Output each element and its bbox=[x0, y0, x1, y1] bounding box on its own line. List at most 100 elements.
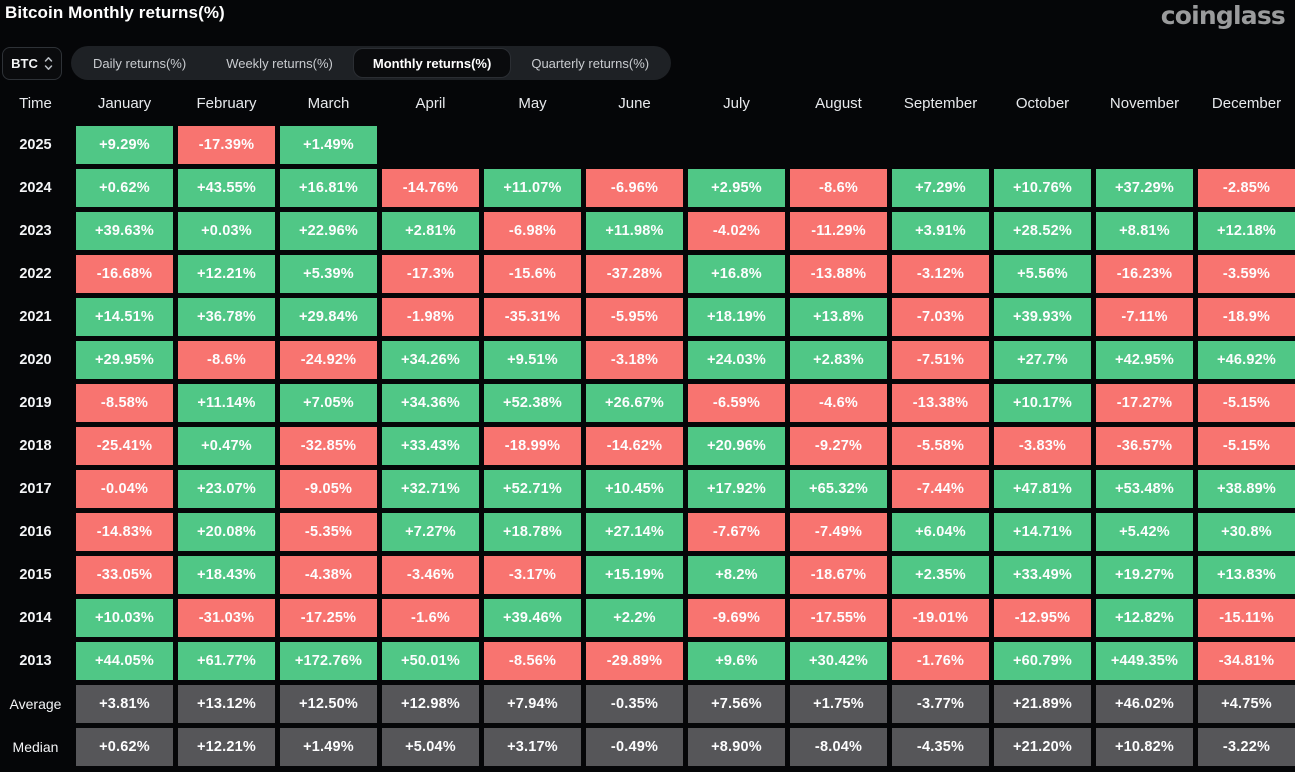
return-cell: -32.85% bbox=[280, 427, 377, 465]
return-cell: +46.02% bbox=[1096, 685, 1193, 723]
tab-daily-returns[interactable]: Daily returns(%) bbox=[73, 48, 206, 78]
tab-weekly-returns[interactable]: Weekly returns(%) bbox=[206, 48, 353, 78]
return-cell: +11.98% bbox=[586, 212, 683, 250]
return-cell: +19.27% bbox=[1096, 556, 1193, 594]
return-cell: +29.95% bbox=[76, 341, 173, 379]
return-cell: +7.56% bbox=[688, 685, 785, 723]
return-cell: -34.81% bbox=[1198, 642, 1295, 680]
return-cell: -3.77% bbox=[892, 685, 989, 723]
return-cell: -5.58% bbox=[892, 427, 989, 465]
month-column-header: July bbox=[723, 94, 750, 112]
return-cell: -6.98% bbox=[484, 212, 581, 250]
return-cell: -2.85% bbox=[1198, 169, 1295, 207]
return-cell: +65.32% bbox=[790, 470, 887, 508]
month-column-header: December bbox=[1211, 94, 1282, 112]
return-cell: -37.28% bbox=[586, 255, 683, 293]
return-cell: -29.89% bbox=[586, 642, 683, 680]
return-cell: +0.62% bbox=[76, 169, 173, 207]
return-cell: +5.04% bbox=[382, 728, 479, 766]
return-cell: +5.56% bbox=[994, 255, 1091, 293]
return-cell: +13.8% bbox=[790, 298, 887, 336]
month-column-header: April bbox=[415, 94, 446, 112]
symbol-select[interactable]: BTC bbox=[2, 46, 62, 80]
return-cell: +53.48% bbox=[1096, 470, 1193, 508]
return-cell: +33.49% bbox=[994, 556, 1091, 594]
return-cell: -8.6% bbox=[178, 341, 275, 379]
row-label: 2021 bbox=[19, 309, 52, 325]
return-cell: -17.27% bbox=[1096, 384, 1193, 422]
return-cell: +32.71% bbox=[382, 470, 479, 508]
return-cell: +39.63% bbox=[76, 212, 173, 250]
return-cell: +27.14% bbox=[586, 513, 683, 551]
return-cell: +8.2% bbox=[688, 556, 785, 594]
return-cell: -18.99% bbox=[484, 427, 581, 465]
return-cell: +30.42% bbox=[790, 642, 887, 680]
return-cell: -18.67% bbox=[790, 556, 887, 594]
return-cell: +17.92% bbox=[688, 470, 785, 508]
return-cell: +7.05% bbox=[280, 384, 377, 422]
return-cell bbox=[1096, 126, 1193, 164]
return-cell: +61.77% bbox=[178, 642, 275, 680]
return-cell: -3.18% bbox=[586, 341, 683, 379]
return-cell: -4.35% bbox=[892, 728, 989, 766]
return-cell: +14.51% bbox=[76, 298, 173, 336]
month-column-header: October bbox=[1015, 94, 1070, 112]
return-cell: +1.49% bbox=[280, 126, 377, 164]
row-label: 2019 bbox=[19, 395, 52, 411]
tab-quarterly-returns[interactable]: Quarterly returns(%) bbox=[511, 48, 669, 78]
return-cell: -16.23% bbox=[1096, 255, 1193, 293]
return-cell: +18.19% bbox=[688, 298, 785, 336]
row-label: 2024 bbox=[19, 180, 52, 196]
return-cell: -18.9% bbox=[1198, 298, 1295, 336]
return-cell: +12.82% bbox=[1096, 599, 1193, 637]
return-cell bbox=[484, 126, 581, 164]
return-cell: +33.43% bbox=[382, 427, 479, 465]
return-cell: -25.41% bbox=[76, 427, 173, 465]
return-cell: +42.95% bbox=[1096, 341, 1193, 379]
return-cell: +34.26% bbox=[382, 341, 479, 379]
return-cell: -35.31% bbox=[484, 298, 581, 336]
return-cell: +50.01% bbox=[382, 642, 479, 680]
return-cell: +44.05% bbox=[76, 642, 173, 680]
tab-monthly-returns[interactable]: Monthly returns(%) bbox=[352, 48, 512, 78]
return-cell: +47.81% bbox=[994, 470, 1091, 508]
return-cell: -8.6% bbox=[790, 169, 887, 207]
month-column-header: February bbox=[196, 94, 257, 112]
return-cell: +10.03% bbox=[76, 599, 173, 637]
return-cell: -16.68% bbox=[76, 255, 173, 293]
return-cell: -14.83% bbox=[76, 513, 173, 551]
return-cell: +9.51% bbox=[484, 341, 581, 379]
month-column-header: August bbox=[815, 94, 862, 112]
return-cell: -5.15% bbox=[1198, 427, 1295, 465]
return-cell: +37.29% bbox=[1096, 169, 1193, 207]
return-cell: +43.55% bbox=[178, 169, 275, 207]
return-cell: -7.51% bbox=[892, 341, 989, 379]
return-cell bbox=[688, 126, 785, 164]
return-cell: -3.59% bbox=[1198, 255, 1295, 293]
return-cell: -0.04% bbox=[76, 470, 173, 508]
return-cell: -8.58% bbox=[76, 384, 173, 422]
return-cell bbox=[1198, 126, 1295, 164]
row-label: 2015 bbox=[19, 567, 52, 583]
return-cell: -7.03% bbox=[892, 298, 989, 336]
return-cell bbox=[892, 126, 989, 164]
return-cell: +12.21% bbox=[178, 255, 275, 293]
return-cell: +1.75% bbox=[790, 685, 887, 723]
row-label: 2018 bbox=[19, 438, 52, 454]
return-cell bbox=[586, 126, 683, 164]
controls-row: BTC Daily returns(%) Weekly returns(%) M… bbox=[2, 46, 1295, 80]
return-cell: -15.11% bbox=[1198, 599, 1295, 637]
return-cell: +4.75% bbox=[1198, 685, 1295, 723]
return-cell: -14.62% bbox=[586, 427, 683, 465]
return-cell: -3.83% bbox=[994, 427, 1091, 465]
return-cell: +18.43% bbox=[178, 556, 275, 594]
month-column-header: June bbox=[618, 94, 651, 112]
return-cell: +5.39% bbox=[280, 255, 377, 293]
return-cell: +18.78% bbox=[484, 513, 581, 551]
return-cell: -17.25% bbox=[280, 599, 377, 637]
return-cell: +2.35% bbox=[892, 556, 989, 594]
return-cell: -9.69% bbox=[688, 599, 785, 637]
return-cell bbox=[994, 126, 1091, 164]
return-cell: +7.27% bbox=[382, 513, 479, 551]
return-cell: +0.03% bbox=[178, 212, 275, 250]
